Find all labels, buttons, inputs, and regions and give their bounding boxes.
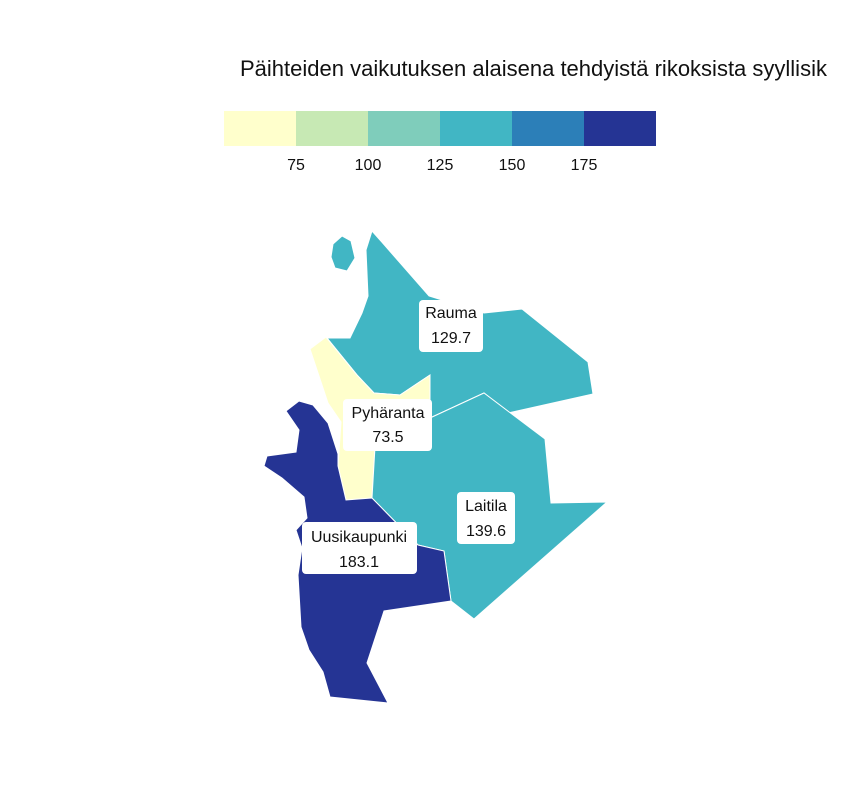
- label-name: Rauma: [425, 305, 477, 322]
- label-uusikaupunki: Uusikaupunki 183.1: [302, 522, 417, 574]
- legend-tick-label: 100: [355, 157, 382, 174]
- legend-tick-label: 75: [287, 157, 305, 174]
- legend-tick-label: 125: [427, 157, 454, 174]
- legend-swatch: [296, 111, 368, 146]
- legend-tick-label: 175: [571, 157, 598, 174]
- legend-swatch: [512, 111, 584, 146]
- legend-swatch: [224, 111, 296, 146]
- map-title: Päihteiden vaikutuksen alaisena tehdyist…: [240, 56, 827, 81]
- label-name: Laitila: [465, 498, 507, 515]
- region-rauma-island[interactable]: [330, 235, 356, 272]
- region-labels: Rauma 129.7 Pyhäranta 73.5 Laitila 139.6…: [302, 300, 515, 574]
- label-value: 139.6: [466, 523, 506, 540]
- label-value: 73.5: [372, 429, 403, 446]
- legend-swatches: [224, 111, 656, 146]
- legend-swatch: [368, 111, 440, 146]
- label-value: 129.7: [431, 330, 471, 347]
- label-rauma: Rauma 129.7: [419, 300, 483, 352]
- label-name: Uusikaupunki: [311, 529, 407, 546]
- color-legend: 75 100 125 150 175: [224, 111, 656, 174]
- label-laitila: Laitila 139.6: [457, 492, 515, 544]
- legend-ticks: 75 100 125 150 175: [287, 157, 597, 174]
- legend-tick-label: 150: [499, 157, 526, 174]
- legend-swatch: [440, 111, 512, 146]
- label-pyharanta: Pyhäranta 73.5: [343, 399, 432, 451]
- label-value: 183.1: [339, 554, 379, 571]
- label-name: Pyhäranta: [352, 405, 425, 422]
- legend-swatch: [584, 111, 656, 146]
